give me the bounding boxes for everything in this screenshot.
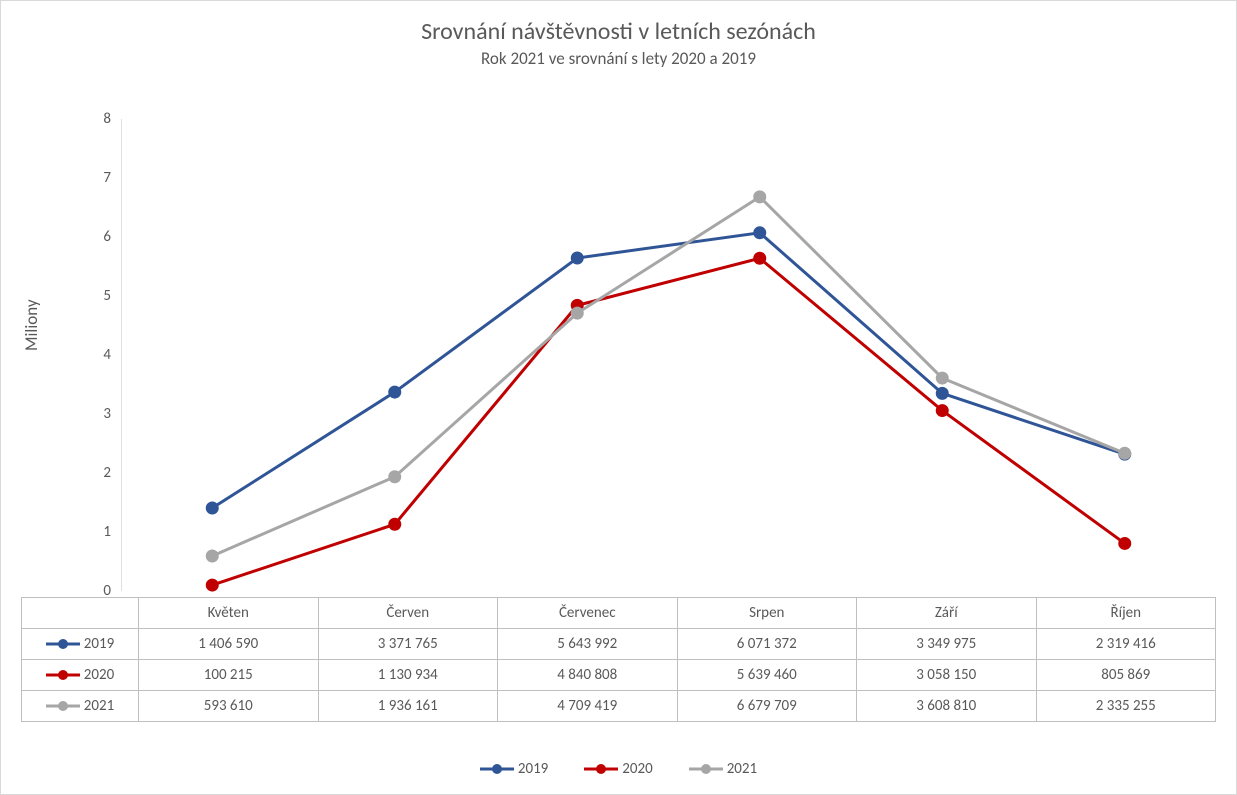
y-axis-label: Miliony <box>21 299 42 351</box>
legend-item-2019: 2019 <box>480 760 548 778</box>
y-tick-label: 4 <box>71 346 111 364</box>
y-tick-label: 1 <box>71 523 111 541</box>
series-marker-2019 <box>754 227 766 239</box>
series-marker-2021 <box>936 372 948 384</box>
table-cell: 1 936 161 <box>318 691 498 722</box>
table-corner-cell <box>22 598 139 629</box>
series-marker-2021 <box>754 191 766 203</box>
table-row: 20191 406 5903 371 7655 643 9926 071 372… <box>22 629 1216 660</box>
table-cell: 805 869 <box>1036 660 1216 691</box>
y-tick-label: 8 <box>71 110 111 128</box>
series-marker-2021 <box>1119 447 1131 459</box>
table-cell: 2 319 416 <box>1036 629 1216 660</box>
series-line-2019 <box>212 233 1125 508</box>
table-row: 2020100 2151 130 9344 840 8085 639 4603 … <box>22 660 1216 691</box>
series-line-2021 <box>212 197 1125 556</box>
series-marker-2020 <box>754 252 766 264</box>
table-cell: 3 058 150 <box>857 660 1037 691</box>
table-category-header: Srpen <box>677 598 857 629</box>
series-marker-2020 <box>1119 537 1131 549</box>
legend-swatch-icon <box>584 763 618 775</box>
table-category-header: Říjen <box>1036 598 1216 629</box>
y-tick-label: 3 <box>71 405 111 423</box>
series-marker-2019 <box>571 252 583 264</box>
table-cell: 6 071 372 <box>677 629 857 660</box>
y-tick-label: 6 <box>71 228 111 246</box>
table-category-header: Červen <box>318 598 498 629</box>
table-cell: 3 349 975 <box>857 629 1037 660</box>
series-marker-2021 <box>571 307 583 319</box>
chart-title: Srovnání návštěvnosti v letních sezónách <box>1 17 1236 46</box>
series-swatch-icon <box>46 669 80 681</box>
y-tick-label: 2 <box>71 464 111 482</box>
table-cell: 593 610 <box>139 691 319 722</box>
series-marker-2021 <box>389 471 401 483</box>
table-cell: 2 335 255 <box>1036 691 1216 722</box>
legend-item-2020: 2020 <box>584 760 652 778</box>
series-marker-2020 <box>389 518 401 530</box>
table-series-header: 2021 <box>22 691 139 722</box>
table-header-row: KvětenČervenČervenecSrpenZáříŘíjen <box>22 598 1216 629</box>
y-tick-label: 7 <box>71 169 111 187</box>
legend-item-2021: 2021 <box>689 760 757 778</box>
legend-label: 2021 <box>727 760 757 778</box>
series-marker-2020 <box>936 405 948 417</box>
table-cell: 100 215 <box>139 660 319 691</box>
legend-label: 2020 <box>622 760 652 778</box>
table-cell: 6 679 709 <box>677 691 857 722</box>
table-category-header: Září <box>857 598 1037 629</box>
table-category-header: Červenec <box>498 598 678 629</box>
table-cell: 5 643 992 <box>498 629 678 660</box>
table-cell: 4 709 419 <box>498 691 678 722</box>
legend-swatch-icon <box>689 763 723 775</box>
data-table: KvětenČervenČervenecSrpenZáříŘíjen 20191… <box>21 597 1216 722</box>
table-series-header: 2019 <box>22 629 139 660</box>
table-category-header: Květen <box>139 598 319 629</box>
table-cell: 3 371 765 <box>318 629 498 660</box>
line-chart-plot <box>121 111 1216 601</box>
table-cell: 1 130 934 <box>318 660 498 691</box>
series-swatch-icon <box>46 700 80 712</box>
legend-label: 2019 <box>518 760 548 778</box>
table-cell: 1 406 590 <box>139 629 319 660</box>
series-marker-2019 <box>936 387 948 399</box>
table-row: 2021593 6101 936 1614 709 4196 679 7093 … <box>22 691 1216 722</box>
chart-container: Srovnání návštěvnosti v letních sezónách… <box>0 0 1237 795</box>
chart-subtitle: Rok 2021 ve srovnání s lety 2020 a 2019 <box>1 48 1236 69</box>
series-marker-2019 <box>389 386 401 398</box>
chart-legend: 2019 2020 2021 <box>1 760 1236 780</box>
table-cell: 3 608 810 <box>857 691 1037 722</box>
table-cell: 4 840 808 <box>498 660 678 691</box>
legend-swatch-icon <box>480 763 514 775</box>
table-series-header: 2020 <box>22 660 139 691</box>
series-marker-2020 <box>206 579 218 591</box>
y-tick-label: 5 <box>71 287 111 305</box>
series-marker-2019 <box>206 502 218 514</box>
series-swatch-icon <box>46 638 80 650</box>
series-marker-2021 <box>206 550 218 562</box>
table-cell: 5 639 460 <box>677 660 857 691</box>
